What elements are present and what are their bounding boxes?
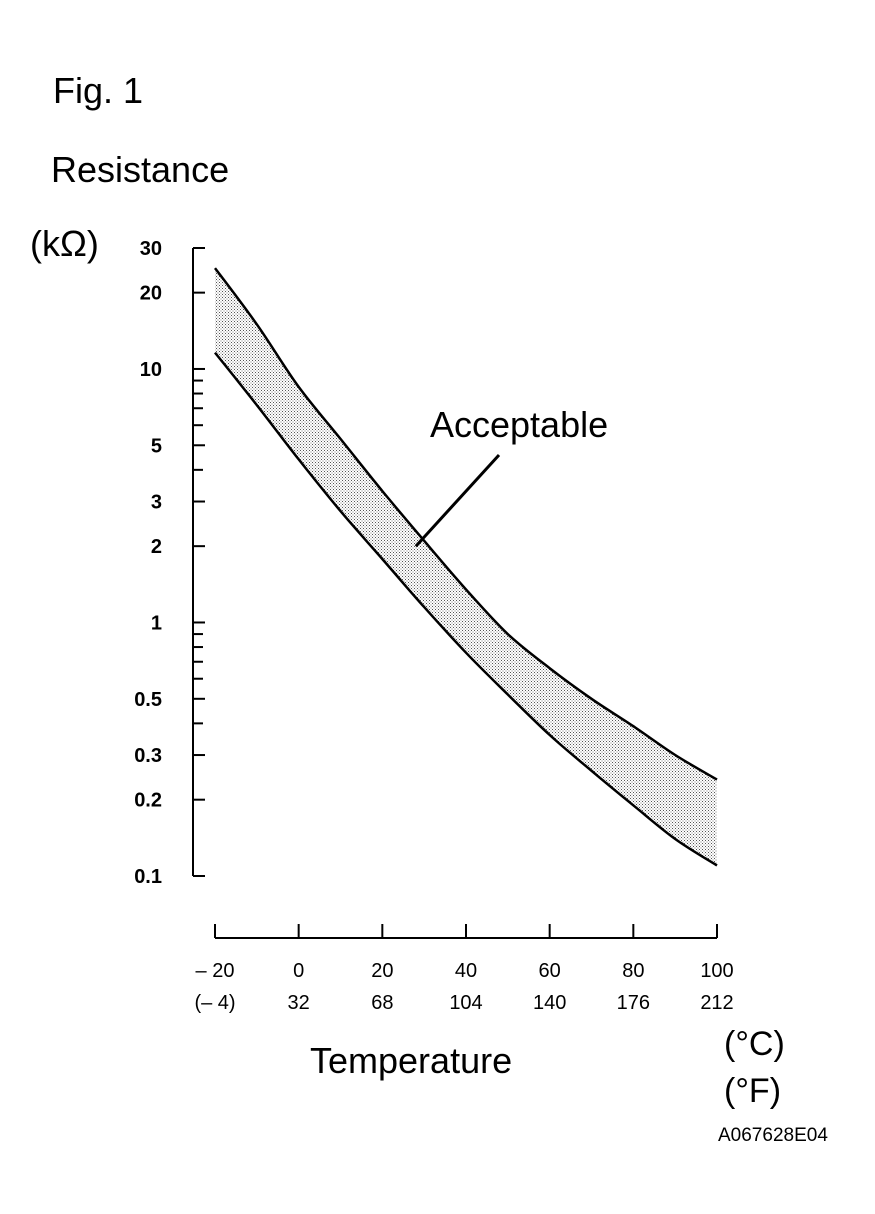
lower-limit-curve (214, 351, 718, 867)
x-tick-label-celsius: 0 (293, 960, 304, 982)
y-tick-label: 10 (140, 359, 162, 381)
x-tick-label-celsius: 20 (371, 960, 393, 982)
y-tick-label: 0.2 (134, 790, 162, 812)
x-axis-unit-celsius: (°C) (724, 1025, 785, 1063)
y-tick-label: 30 (140, 238, 162, 260)
x-axis-title: Temperature (310, 1040, 512, 1081)
x-axis: – 20 (– 4) 0 32 20 68 40 104 60 140 80 176 100 212 (194, 924, 734, 1014)
x-axis-unit-fahrenheit: (°F) (724, 1072, 781, 1110)
x-tick-label-fahrenheit: (– 4) (194, 992, 235, 1014)
y-axis-title: Resistance (51, 149, 229, 190)
y-tick-label: 0.1 (134, 866, 162, 888)
x-tick-label-fahrenheit: 104 (449, 992, 482, 1014)
y-axis-unit: (kΩ) (30, 223, 99, 264)
x-tick-label-fahrenheit: 212 (700, 992, 733, 1014)
x-tick-label-fahrenheit: 176 (617, 992, 650, 1014)
x-tick-label-celsius: – 20 (196, 960, 235, 982)
figure-id-code: A067628E04 (718, 1125, 828, 1146)
x-tick-label-celsius: 100 (700, 960, 733, 982)
acceptable-range-band (215, 268, 717, 866)
x-tick-label-fahrenheit: 68 (371, 992, 393, 1014)
y-tick-label: 20 (140, 283, 162, 305)
y-tick-label: 3 (151, 492, 162, 514)
y-axis: 0.1 0.2 0.3 0.5 1 2 3 5 10 20 30 (134, 238, 205, 888)
x-tick-label-fahrenheit: 140 (533, 992, 566, 1014)
acceptable-annotation: Acceptable (430, 404, 608, 445)
acceptable-leader-line (414, 453, 501, 548)
x-tick-label-celsius: 60 (539, 960, 561, 982)
x-tick-label-fahrenheit: 32 (288, 992, 310, 1014)
y-tick-label: 2 (151, 536, 162, 558)
y-tick-label: 0.3 (134, 745, 162, 767)
x-tick-label-celsius: 40 (455, 960, 477, 982)
y-tick-label: 5 (151, 435, 162, 457)
upper-limit-curve (214, 267, 718, 781)
y-tick-label: 0.5 (134, 689, 162, 711)
figure-label: Fig. 1 (53, 70, 143, 111)
y-tick-label: 1 (151, 612, 162, 634)
x-tick-label-celsius: 80 (622, 960, 644, 982)
